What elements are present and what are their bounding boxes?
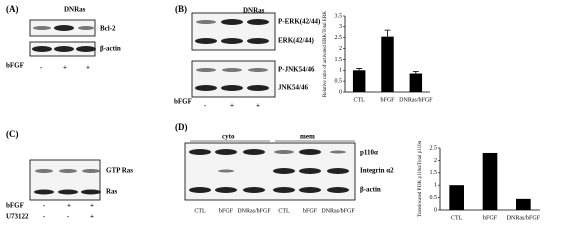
treatment: bFGF bbox=[174, 98, 192, 106]
row-label: p110α bbox=[360, 149, 378, 157]
sign: + bbox=[86, 64, 90, 72]
bar bbox=[482, 152, 498, 210]
row-label: β-actin bbox=[360, 186, 381, 194]
y-tick-label: 3.5 bbox=[335, 13, 343, 19]
error-bar bbox=[384, 29, 391, 37]
sign: - bbox=[67, 213, 70, 221]
lane-label: CTL bbox=[194, 208, 206, 214]
sign: + bbox=[256, 102, 260, 110]
bar bbox=[352, 70, 366, 92]
group-label: mem bbox=[300, 133, 315, 141]
figure: (A) DNRas Bcl-2 β-actin bFGF - + + (B) D… bbox=[6, 4, 541, 221]
y-axis-label: Relative ratio of activated ERK/Total ER… bbox=[323, 11, 328, 97]
treatment: U73122 bbox=[6, 213, 29, 221]
sign: - bbox=[204, 102, 207, 110]
row-label: ERK(42/44) bbox=[278, 37, 314, 45]
panel-label: (B) bbox=[175, 4, 187, 14]
x-tick-label: bFGF bbox=[380, 97, 395, 103]
bar bbox=[409, 73, 423, 92]
row-label: GTP Ras bbox=[106, 167, 133, 175]
lane-label: DNRas/bFGF bbox=[321, 208, 355, 214]
lane-label: bFGF bbox=[219, 208, 234, 214]
bar bbox=[449, 185, 464, 210]
sign: - bbox=[43, 213, 46, 221]
blot bbox=[191, 12, 276, 98]
group-label: cyto bbox=[222, 133, 235, 141]
panel-label: (C) bbox=[6, 129, 19, 139]
row-label: β-actin bbox=[100, 45, 121, 53]
sign: + bbox=[67, 202, 71, 210]
y-tick-label: 0 bbox=[434, 207, 437, 213]
treatment: bFGF bbox=[6, 62, 24, 70]
header: DNRas bbox=[64, 6, 86, 14]
y-tick-label: 2.5 bbox=[335, 35, 343, 41]
blot bbox=[29, 159, 101, 201]
y-tick-label: 2 bbox=[339, 46, 342, 52]
row-label: P-JNK54/46 bbox=[278, 66, 315, 74]
y-tick-label: 0.5 bbox=[335, 79, 343, 85]
y-axis-label: Translocated PI3K p110α/Total p110α bbox=[418, 140, 423, 217]
sign: - bbox=[40, 64, 43, 72]
y-tick-label: 1.5 bbox=[335, 57, 343, 63]
treatment: bFGF bbox=[6, 202, 24, 210]
y-tick-label: 1 bbox=[434, 183, 437, 189]
sign: + bbox=[90, 213, 94, 221]
y-tick-label: 0 bbox=[339, 89, 342, 95]
sign: - bbox=[43, 202, 46, 210]
row-label: JNK54/46 bbox=[278, 84, 308, 92]
panel-label: (D) bbox=[175, 122, 188, 132]
bar bbox=[516, 198, 531, 210]
bar bbox=[381, 36, 394, 92]
lane-label: CTL bbox=[278, 208, 290, 214]
row-label: Integrin α2 bbox=[360, 167, 394, 175]
lane-label: DNRas/bFGF bbox=[237, 208, 271, 214]
x-tick-label: bFGF bbox=[483, 215, 498, 221]
blot bbox=[184, 142, 356, 201]
x-tick-label: DNRas/bFGF bbox=[507, 215, 541, 221]
row-label: Bcl-2 bbox=[100, 25, 116, 33]
sign: + bbox=[90, 202, 94, 210]
error-bar bbox=[412, 70, 419, 74]
row-label: P-ERK(42/44) bbox=[278, 18, 321, 26]
panel-label: (A) bbox=[6, 4, 19, 14]
y-tick-label: 1.5 bbox=[430, 170, 438, 176]
y-tick-label: 0.5 bbox=[430, 195, 438, 201]
row-label: Ras bbox=[106, 188, 118, 196]
error-bar bbox=[356, 68, 363, 71]
sign: + bbox=[63, 64, 67, 72]
x-tick-label: CTL bbox=[451, 215, 463, 221]
lane-label: bFGF bbox=[303, 208, 318, 214]
y-tick-label: 2.5 bbox=[430, 145, 438, 151]
y-tick-label: 3 bbox=[339, 24, 342, 30]
blot bbox=[29, 19, 96, 57]
header: DNRas bbox=[243, 7, 265, 15]
y-tick-label: 2 bbox=[434, 158, 437, 164]
x-tick-label: CTL bbox=[353, 97, 365, 103]
y-tick-label: 1 bbox=[339, 68, 342, 74]
x-tick-label: DNRas/bFGF bbox=[399, 97, 433, 103]
sign: + bbox=[230, 102, 234, 110]
